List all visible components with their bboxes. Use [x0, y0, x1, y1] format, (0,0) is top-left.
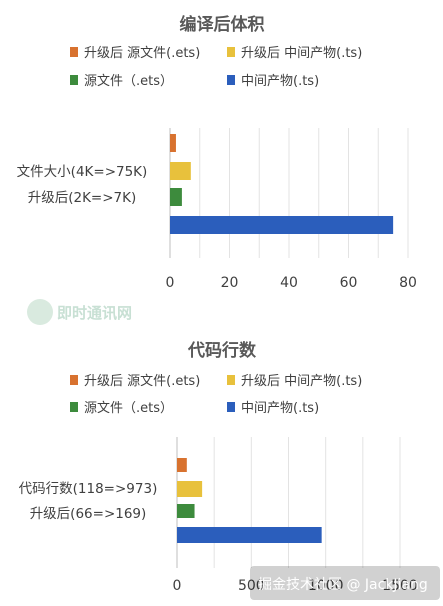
legend-swatch [70, 47, 78, 57]
footer-watermark-text: 掘金技术社区 @ JackJiang [258, 577, 428, 593]
category-label: 代码行数(118=>973) [19, 481, 158, 497]
category-label: 升级后(2K=>7K) [28, 190, 137, 206]
logo-icon [27, 299, 53, 325]
legend-swatch [70, 375, 78, 385]
bar-ets-before [177, 504, 195, 518]
x-tick-label: 80 [399, 275, 417, 291]
x-tick-label: 0 [166, 275, 175, 291]
x-tick-label: 500 [238, 578, 265, 594]
x-tick-label: 1000 [308, 578, 344, 594]
watermark-logo: 即时通讯网 [27, 299, 132, 325]
bar-ets-after [170, 134, 176, 152]
legend-swatch [227, 75, 235, 85]
x-tick-label: 60 [340, 275, 358, 291]
legend-label: 升级后 中间产物(.ts) [241, 374, 362, 389]
legend-swatch [70, 402, 78, 412]
legend-label: 升级后 源文件(.ets) [84, 46, 200, 61]
chart-title: 代码行数 [187, 340, 257, 361]
x-tick-label: 0 [173, 578, 182, 594]
x-tick-label: 1500 [382, 578, 418, 594]
logo-text: 即时通讯网 [57, 304, 132, 322]
legend-swatch [70, 75, 78, 85]
bar-ts-after [170, 162, 191, 180]
bar-ts-before [170, 216, 394, 234]
footer-watermark: 掘金技术社区 @ JackJiang [250, 566, 440, 600]
chart-title: 编译后体积 [180, 14, 265, 35]
bar-ts-before [177, 527, 322, 543]
legend-label: 源文件（.ets） [84, 74, 173, 89]
legend-label: 升级后 中间产物(.ts) [241, 46, 362, 61]
footer-watermark-backdrop [250, 566, 440, 600]
category-label: 升级后(66=>169) [30, 506, 147, 522]
legend-label: 中间产物(.ts) [241, 401, 319, 416]
bar-ets-before [170, 188, 182, 206]
legend-label: 源文件（.ets） [84, 401, 173, 416]
legend-swatch [227, 375, 235, 385]
bar-ts-after [177, 481, 203, 497]
x-tick-label: 40 [280, 275, 298, 291]
legend-label: 升级后 源文件(.ets) [84, 374, 200, 389]
bar-ets-after [177, 458, 187, 472]
x-tick-label: 20 [221, 275, 239, 291]
legend-swatch [227, 47, 235, 57]
legend-label: 中间产物(.ts) [241, 74, 319, 89]
legend-swatch [227, 402, 235, 412]
category-label: 文件大小(4K=>75K) [17, 164, 148, 180]
